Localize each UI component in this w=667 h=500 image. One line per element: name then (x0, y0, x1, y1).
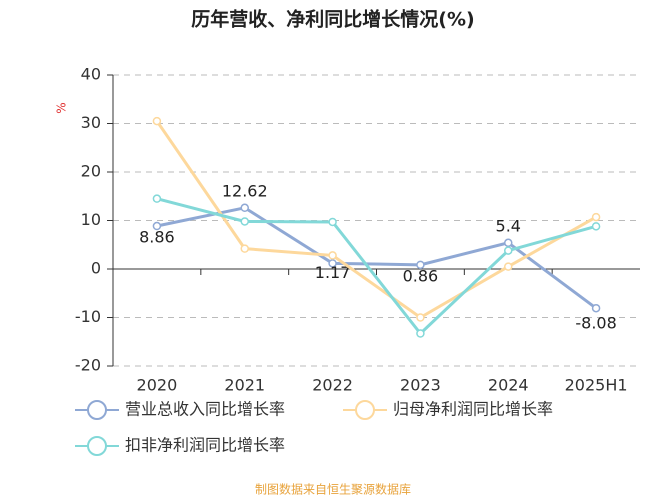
data-label: 8.86 (139, 228, 175, 247)
data-point (152, 221, 162, 231)
x-tick-label: 2020 (137, 376, 178, 395)
data-point (416, 260, 425, 270)
source-note: 制图数据来自恒生聚源数据库 (255, 482, 411, 497)
y-tick-label: 0 (91, 259, 101, 278)
data-point (416, 313, 425, 322)
data-point (240, 203, 249, 213)
series-line (156, 206, 597, 310)
data-label: 0.86 (403, 266, 439, 285)
data-point (504, 246, 513, 255)
data-point (328, 217, 337, 227)
data-point (504, 262, 513, 271)
legend-label: 归母净利润同比增长率 (393, 400, 553, 419)
data-point (240, 244, 249, 253)
data-point (591, 303, 601, 313)
data-point (504, 238, 513, 248)
y-tick-label: 30 (81, 113, 101, 132)
data-point (152, 116, 162, 126)
x-tick-label: 2025H1 (565, 376, 628, 395)
y-tick-label: -20 (75, 356, 101, 375)
y-tick-label: 10 (81, 210, 101, 229)
legend-label: 营业总收入同比增长率 (125, 400, 285, 419)
data-point (416, 329, 425, 338)
y-tick-label: 20 (81, 162, 101, 181)
data-point (240, 217, 249, 226)
data-point (152, 194, 162, 203)
data-point (591, 222, 601, 231)
y-axis-label: % (55, 102, 69, 113)
y-tick-label: -10 (75, 307, 101, 326)
data-point (328, 259, 337, 268)
legend-marker (355, 400, 375, 420)
x-tick-label: 2021 (224, 376, 265, 395)
data-label: 1.17 (315, 263, 351, 282)
x-tick-label: 2023 (400, 376, 441, 395)
data-label: -8.08 (575, 314, 616, 333)
legend-marker (87, 436, 107, 456)
chart-title: 历年营收、净利同比增长情况(%) (191, 8, 474, 31)
x-tick-label: 2024 (488, 376, 529, 395)
data-point (591, 212, 601, 222)
x-tick-label: 2022 (312, 376, 353, 395)
legend-marker (87, 400, 107, 420)
series-line (155, 120, 597, 320)
series-line (156, 197, 597, 336)
y-tick-label: 40 (81, 65, 101, 84)
data-point (328, 251, 337, 260)
data-label: 12.62 (222, 181, 268, 200)
data-label: 5.4 (496, 216, 521, 235)
legend-label: 扣非净利润同比增长率 (125, 436, 285, 455)
